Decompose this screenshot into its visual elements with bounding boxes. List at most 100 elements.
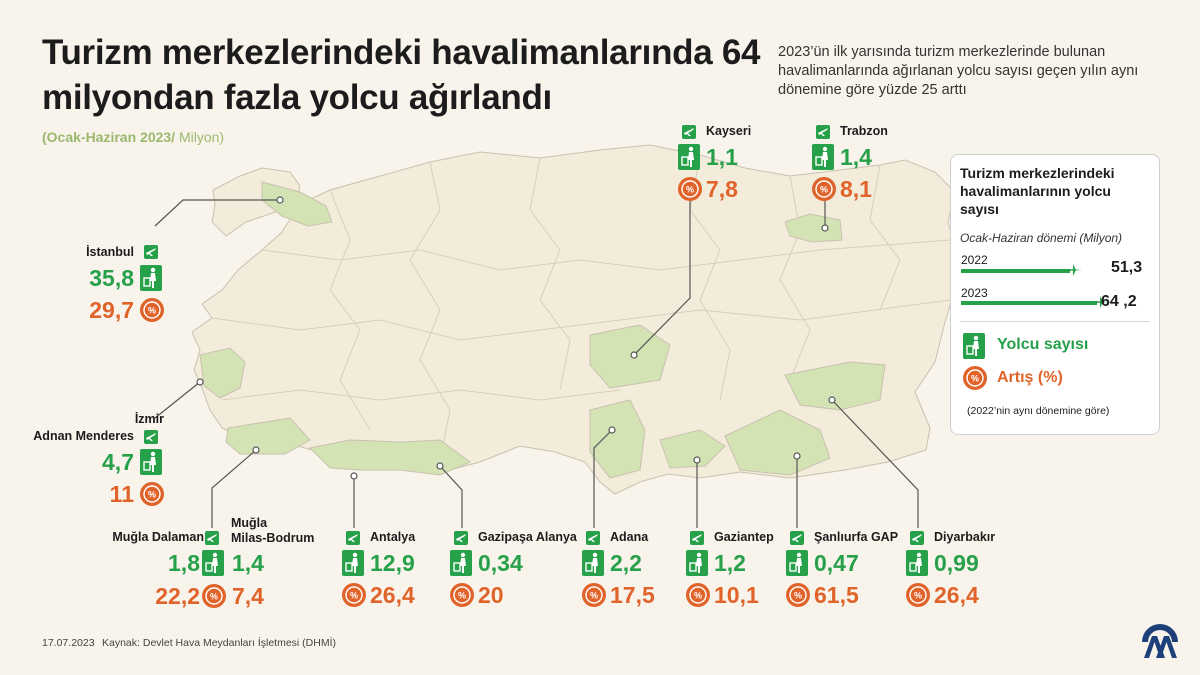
percent-up-icon: % (140, 482, 164, 506)
increase-percent: 17,5 (610, 582, 655, 608)
airplane-icon (910, 531, 924, 545)
svg-text:%: % (971, 374, 979, 384)
region-antalya (308, 439, 471, 476)
svg-text:%: % (686, 185, 694, 195)
airport-izmir: İzmir Adnan Menderes 4,7 11 % (4, 412, 164, 512)
region-kayseri (589, 324, 671, 389)
svg-text:%: % (350, 591, 358, 601)
percent-up-icon: % (906, 583, 930, 607)
airport-mugla-group: Muğla Dalaman Muğla Milas-Bodrum 1,8 1,4… (60, 514, 320, 614)
airport-name: Diyarbakır (934, 530, 996, 544)
passenger-luggage-icon (812, 144, 834, 170)
airport-name: İstanbul (86, 245, 134, 259)
legend-box: Turizm merkezlerindeki havalimanlarının … (950, 154, 1160, 435)
svg-text:%: % (794, 591, 802, 601)
passenger-luggage-icon (786, 550, 808, 576)
airport-trabzon: Trabzon 1,4 % 8,1 (812, 124, 972, 224)
passenger-luggage-icon (582, 550, 604, 576)
legend-passenger-label: Yolcu sayısı (997, 336, 1089, 353)
passenger-luggage-icon (450, 550, 472, 576)
legend-note: (2022’nin aynı dönemine göre) (967, 405, 1110, 417)
increase-percent: 8,1 (840, 176, 872, 202)
percent-up-icon: % (202, 584, 226, 608)
airport-name: Adana (610, 530, 649, 544)
legend-title: Turizm merkezlerindeki havalimanlarının … (960, 165, 1115, 217)
passenger-luggage-icon (686, 550, 708, 576)
highlight-regions (199, 181, 886, 479)
percent-up-icon: % (786, 583, 810, 607)
airport-gazipasa: Gazipaşa Alanya 0,34 % 20 (450, 530, 610, 630)
region-mugla (225, 417, 311, 455)
svg-text:%: % (210, 592, 218, 602)
aa-logo-icon (1142, 624, 1178, 658)
airport-name-line1: Muğla (231, 516, 268, 530)
percent-up-icon: % (140, 298, 164, 322)
legend-value-2022: 51,3 (1111, 259, 1143, 276)
increase-percent: 26,4 (370, 582, 415, 608)
increase-percent: 7,8 (706, 176, 738, 202)
passenger-count: 1,2 (714, 550, 746, 576)
airport-name: Kayseri (706, 124, 752, 138)
legend-increase-label: Artış (%) (997, 369, 1063, 386)
airplane-icon (1095, 296, 1109, 308)
passenger-luggage-icon (963, 333, 985, 359)
airport-name-line2: Milas-Bodrum (231, 531, 315, 545)
intro-text: 2023’ün ilk yarısında turizm merkezlerin… (778, 44, 1139, 98)
legend-value-2023: 64 ,2 (1101, 293, 1137, 310)
airport-antalya: Antalya 12,9 % 26,4 (342, 530, 502, 630)
region-trabzon (784, 213, 843, 243)
airplane-icon (144, 245, 158, 259)
airplane-icon (205, 531, 219, 545)
map-land-anatolia (191, 144, 959, 495)
passenger-count: 1,1 (706, 144, 738, 170)
svg-text:%: % (914, 591, 922, 601)
region-diyarbakir (784, 361, 886, 411)
increase-percent: 7,4 (232, 583, 264, 609)
region-istanbul (261, 181, 333, 227)
percent-up-icon: % (686, 583, 710, 607)
period-unit: Milyon) (175, 129, 225, 145)
legend-divider (960, 321, 1150, 322)
airport-name: Şanlıurfa GAP (814, 530, 899, 544)
passenger-count: 35,8 (89, 265, 134, 291)
percent-up-icon: % (582, 583, 606, 607)
airport-diyarbakir: Diyarbakır 0,99 % 26,4 (906, 530, 1066, 630)
passenger-luggage-icon (342, 550, 364, 576)
airport-kayseri: Kayseri 1,1 % 7,8 (678, 124, 838, 224)
passenger-luggage-icon (202, 550, 224, 576)
passenger-count: 0,34 (478, 550, 523, 576)
passenger-count: 1,4 (840, 144, 872, 170)
passenger-count: 12,9 (370, 550, 415, 576)
airport-name: Muğla Dalaman (112, 530, 204, 544)
airport-name: Trabzon (840, 124, 888, 138)
airplane-icon (346, 531, 360, 545)
legend-bar-2022 (961, 269, 1070, 273)
percent-up-icon: % (450, 583, 474, 607)
passenger-count: 0,47 (814, 550, 859, 576)
airport-dots (196, 196, 836, 480)
legend-year-2022: 2022 (961, 253, 988, 267)
airport-adana: Adana 2,2 % 17,5 (582, 530, 742, 630)
passenger-luggage-icon (678, 144, 700, 170)
region-izmir (199, 347, 246, 399)
period-label: (Ocak-Haziran 2023/ Milyon) (42, 129, 224, 145)
svg-text:%: % (148, 490, 156, 500)
passenger-count: 4,7 (102, 449, 134, 475)
footer-source: Kaynak: Devlet Hava Meydanları İşletmesi… (102, 637, 336, 649)
svg-text:%: % (694, 591, 702, 601)
airport-name: Gaziantep (714, 530, 774, 544)
airplane-icon (454, 531, 468, 545)
increase-percent: 26,4 (934, 582, 979, 608)
leader-lines (154, 199, 919, 528)
airplane-icon (144, 430, 158, 444)
province-borders (211, 154, 951, 461)
airport-sanliurfa: Şanlıurfa GAP 0,47 % 61,5 (786, 530, 946, 630)
percent-up-icon: % (963, 366, 987, 390)
passenger-count: 1,4 (232, 550, 264, 576)
increase-percent: 22,2 (155, 583, 200, 609)
airport-name: Gazipaşa Alanya (478, 530, 577, 544)
airplane-icon (682, 125, 696, 139)
legend-subtitle: Ocak-Haziran dönemi (Milyon) (960, 231, 1123, 245)
percent-up-icon: % (812, 177, 836, 201)
